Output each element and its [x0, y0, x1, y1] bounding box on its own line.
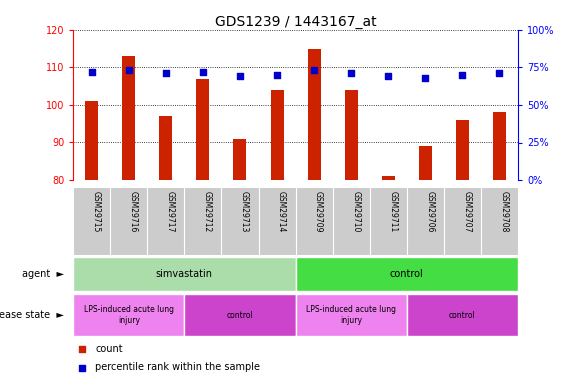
- Text: GSM29711: GSM29711: [388, 191, 397, 232]
- Point: [384, 74, 393, 80]
- Bar: [345, 90, 358, 180]
- Point: [124, 68, 133, 74]
- Bar: [85, 101, 98, 180]
- Text: control: control: [390, 269, 423, 279]
- Bar: [493, 112, 506, 180]
- Text: control: control: [226, 310, 253, 320]
- Text: simvastatin: simvastatin: [156, 269, 213, 279]
- Text: LPS-induced acute lung
injury: LPS-induced acute lung injury: [84, 305, 174, 325]
- Text: GSM29714: GSM29714: [277, 191, 286, 232]
- Text: agent  ►: agent ►: [23, 269, 64, 279]
- Text: GSM29715: GSM29715: [92, 191, 101, 232]
- Bar: [234, 139, 247, 180]
- Point: [272, 72, 282, 78]
- Point: [78, 346, 87, 352]
- Text: GSM29710: GSM29710: [351, 191, 360, 232]
- Text: GSM29708: GSM29708: [499, 191, 508, 232]
- Bar: [73, 257, 296, 291]
- Text: GSM29707: GSM29707: [462, 191, 471, 232]
- Bar: [271, 90, 284, 180]
- Point: [235, 74, 244, 80]
- Bar: [185, 294, 296, 336]
- Point: [162, 70, 171, 76]
- Bar: [307, 49, 320, 180]
- Text: percentile rank within the sample: percentile rank within the sample: [96, 363, 261, 372]
- Text: GSM29713: GSM29713: [240, 191, 249, 232]
- Title: GDS1239 / 1443167_at: GDS1239 / 1443167_at: [215, 15, 377, 29]
- Point: [198, 69, 207, 75]
- Bar: [196, 79, 209, 180]
- Text: GSM29717: GSM29717: [166, 191, 175, 232]
- Point: [310, 68, 319, 74]
- Bar: [419, 146, 432, 180]
- Text: GSM29706: GSM29706: [425, 191, 434, 232]
- Text: GSM29712: GSM29712: [203, 191, 212, 232]
- Bar: [296, 294, 406, 336]
- Point: [495, 70, 504, 76]
- Text: control: control: [449, 310, 476, 320]
- Text: GSM29716: GSM29716: [129, 191, 138, 232]
- Text: LPS-induced acute lung
injury: LPS-induced acute lung injury: [306, 305, 396, 325]
- Text: count: count: [96, 344, 123, 354]
- Text: GSM29709: GSM29709: [314, 191, 323, 232]
- Bar: [296, 257, 518, 291]
- Bar: [159, 116, 172, 180]
- Bar: [73, 294, 185, 336]
- Point: [458, 72, 467, 78]
- Point: [421, 75, 430, 81]
- Bar: [456, 120, 469, 180]
- Point: [347, 70, 356, 76]
- Bar: [382, 176, 395, 180]
- Bar: [406, 294, 518, 336]
- Point: [87, 69, 96, 75]
- Bar: [122, 56, 135, 180]
- Text: disease state  ►: disease state ►: [0, 310, 64, 320]
- Point: [78, 364, 87, 370]
